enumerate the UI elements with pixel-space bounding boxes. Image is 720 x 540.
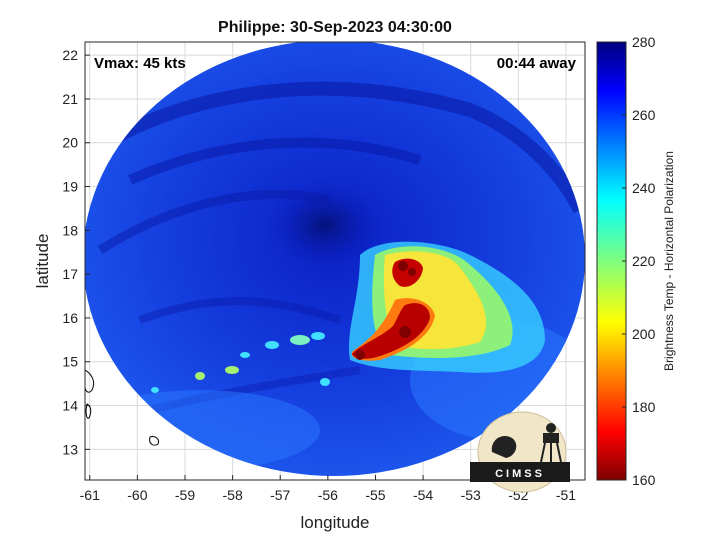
x-tick-label: -55: [365, 487, 385, 503]
colorbar-tick-label: 160: [632, 472, 656, 488]
colorbar-label: Brightness Temp - Horizontal Polarizatio…: [662, 151, 676, 371]
y-axis-label: latitude: [33, 234, 52, 289]
cold-band: [127, 137, 422, 185]
x-tick-label: -61: [80, 487, 100, 503]
latitude-ticks: 13 14 15 16 17 18 19 20 21 22: [62, 47, 90, 457]
water-tower-icon: [543, 433, 559, 443]
coastline-outline: [85, 369, 95, 393]
storm-center: [265, 180, 385, 270]
y-tick-label: 18: [62, 222, 78, 238]
x-tick-label: -56: [318, 487, 338, 503]
y-tick-label: 19: [62, 179, 78, 195]
time-offset-label: 00:44 away: [497, 55, 577, 72]
colorbar: [596, 41, 627, 481]
x-tick-label: -58: [223, 487, 243, 503]
y-tick-label: 20: [62, 135, 78, 151]
y-tick-label: 15: [62, 354, 78, 370]
colorbar-tick-label: 280: [632, 34, 656, 50]
y-tick-label: 16: [62, 310, 78, 326]
deep-convection-core: [398, 261, 408, 271]
y-tick-label: 13: [62, 441, 78, 457]
cold-band: [138, 297, 342, 324]
coastline-outline: [149, 436, 159, 446]
colorbar-tick-label: 260: [632, 107, 656, 123]
cold-band: [106, 81, 585, 214]
axes-frame: [84, 41, 586, 481]
colorbar-tick-label: 220: [632, 253, 656, 269]
x-tick-label: -53: [461, 487, 481, 503]
colorbar-tick-label: 240: [632, 180, 656, 196]
colorbar-tick-label: 180: [632, 399, 656, 415]
x-tick-label: -51: [556, 487, 576, 503]
x-tick-label: -57: [270, 487, 290, 503]
y-tick-label: 17: [62, 266, 78, 282]
y-tick-label: 22: [62, 47, 78, 63]
x-tick-label: -59: [175, 487, 195, 503]
x-tick-label: -60: [127, 487, 147, 503]
map-title: Philippe: 30-Sep-2023 04:30:00: [218, 19, 452, 36]
deep-convection-core: [352, 303, 430, 359]
cimss-logo: CIMSS: [470, 411, 570, 493]
logo-text: CIMSS: [495, 468, 545, 480]
vmax-label: Vmax: 45 kts: [94, 55, 186, 72]
satellite-swath: [85, 42, 585, 476]
deep-convection-core: [355, 350, 365, 360]
colorbar-tick-label: 200: [632, 326, 656, 342]
colorbar-ticks: 160 180 200 220 240 260 280: [622, 34, 656, 488]
satellite-dish-icon: [491, 435, 517, 458]
y-tick-label: 21: [62, 91, 78, 107]
deep-convection-core: [399, 326, 411, 338]
deep-convection-core: [408, 268, 416, 276]
y-tick-label: 14: [62, 398, 78, 414]
x-axis-label: longitude: [300, 513, 369, 532]
scattered-cells: [151, 332, 330, 393]
coastline-outline: [85, 403, 92, 419]
x-tick-label: -54: [413, 487, 433, 503]
